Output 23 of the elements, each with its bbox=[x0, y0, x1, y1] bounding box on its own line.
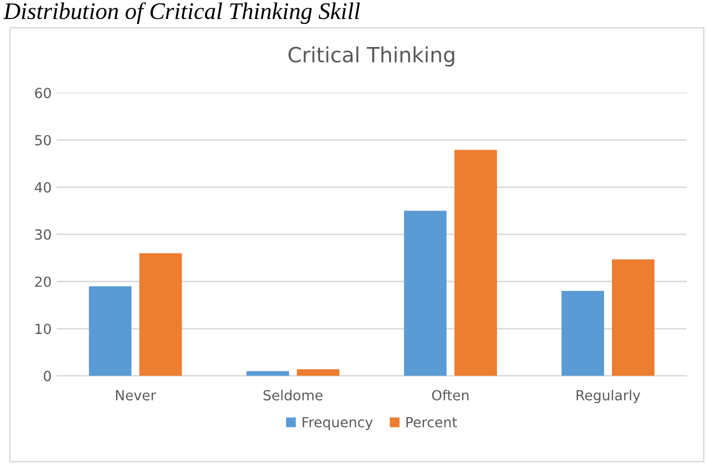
y-tick-label: 20 bbox=[35, 276, 51, 287]
y-tick-label: 10 bbox=[36, 324, 51, 334]
y-tick-label: 40 bbox=[34, 182, 51, 193]
bar bbox=[246, 371, 289, 376]
x-tick-label: Never bbox=[116, 390, 156, 400]
legend-label: Percent bbox=[406, 417, 457, 428]
bar bbox=[562, 290, 604, 376]
y-tick-label: 0 bbox=[44, 370, 51, 382]
x-tick-label: Often bbox=[432, 390, 468, 400]
bar bbox=[454, 150, 497, 376]
bar bbox=[612, 259, 654, 376]
text: Distribution of Critical Thinking Skill bbox=[3, 2, 360, 24]
bar bbox=[404, 210, 447, 376]
bar bbox=[139, 253, 182, 376]
chart-title: Critical Thinking bbox=[288, 46, 454, 67]
x-tick-label: Seldome bbox=[264, 390, 322, 400]
bar bbox=[296, 369, 340, 376]
legend-label: Frequency bbox=[302, 417, 373, 430]
x-tick-label: Regularly bbox=[576, 390, 640, 404]
bar bbox=[88, 286, 132, 376]
y-tick-label: 30 bbox=[35, 229, 51, 240]
y-tick-label: 60 bbox=[35, 88, 51, 98]
y-tick-label: 50 bbox=[35, 134, 51, 146]
